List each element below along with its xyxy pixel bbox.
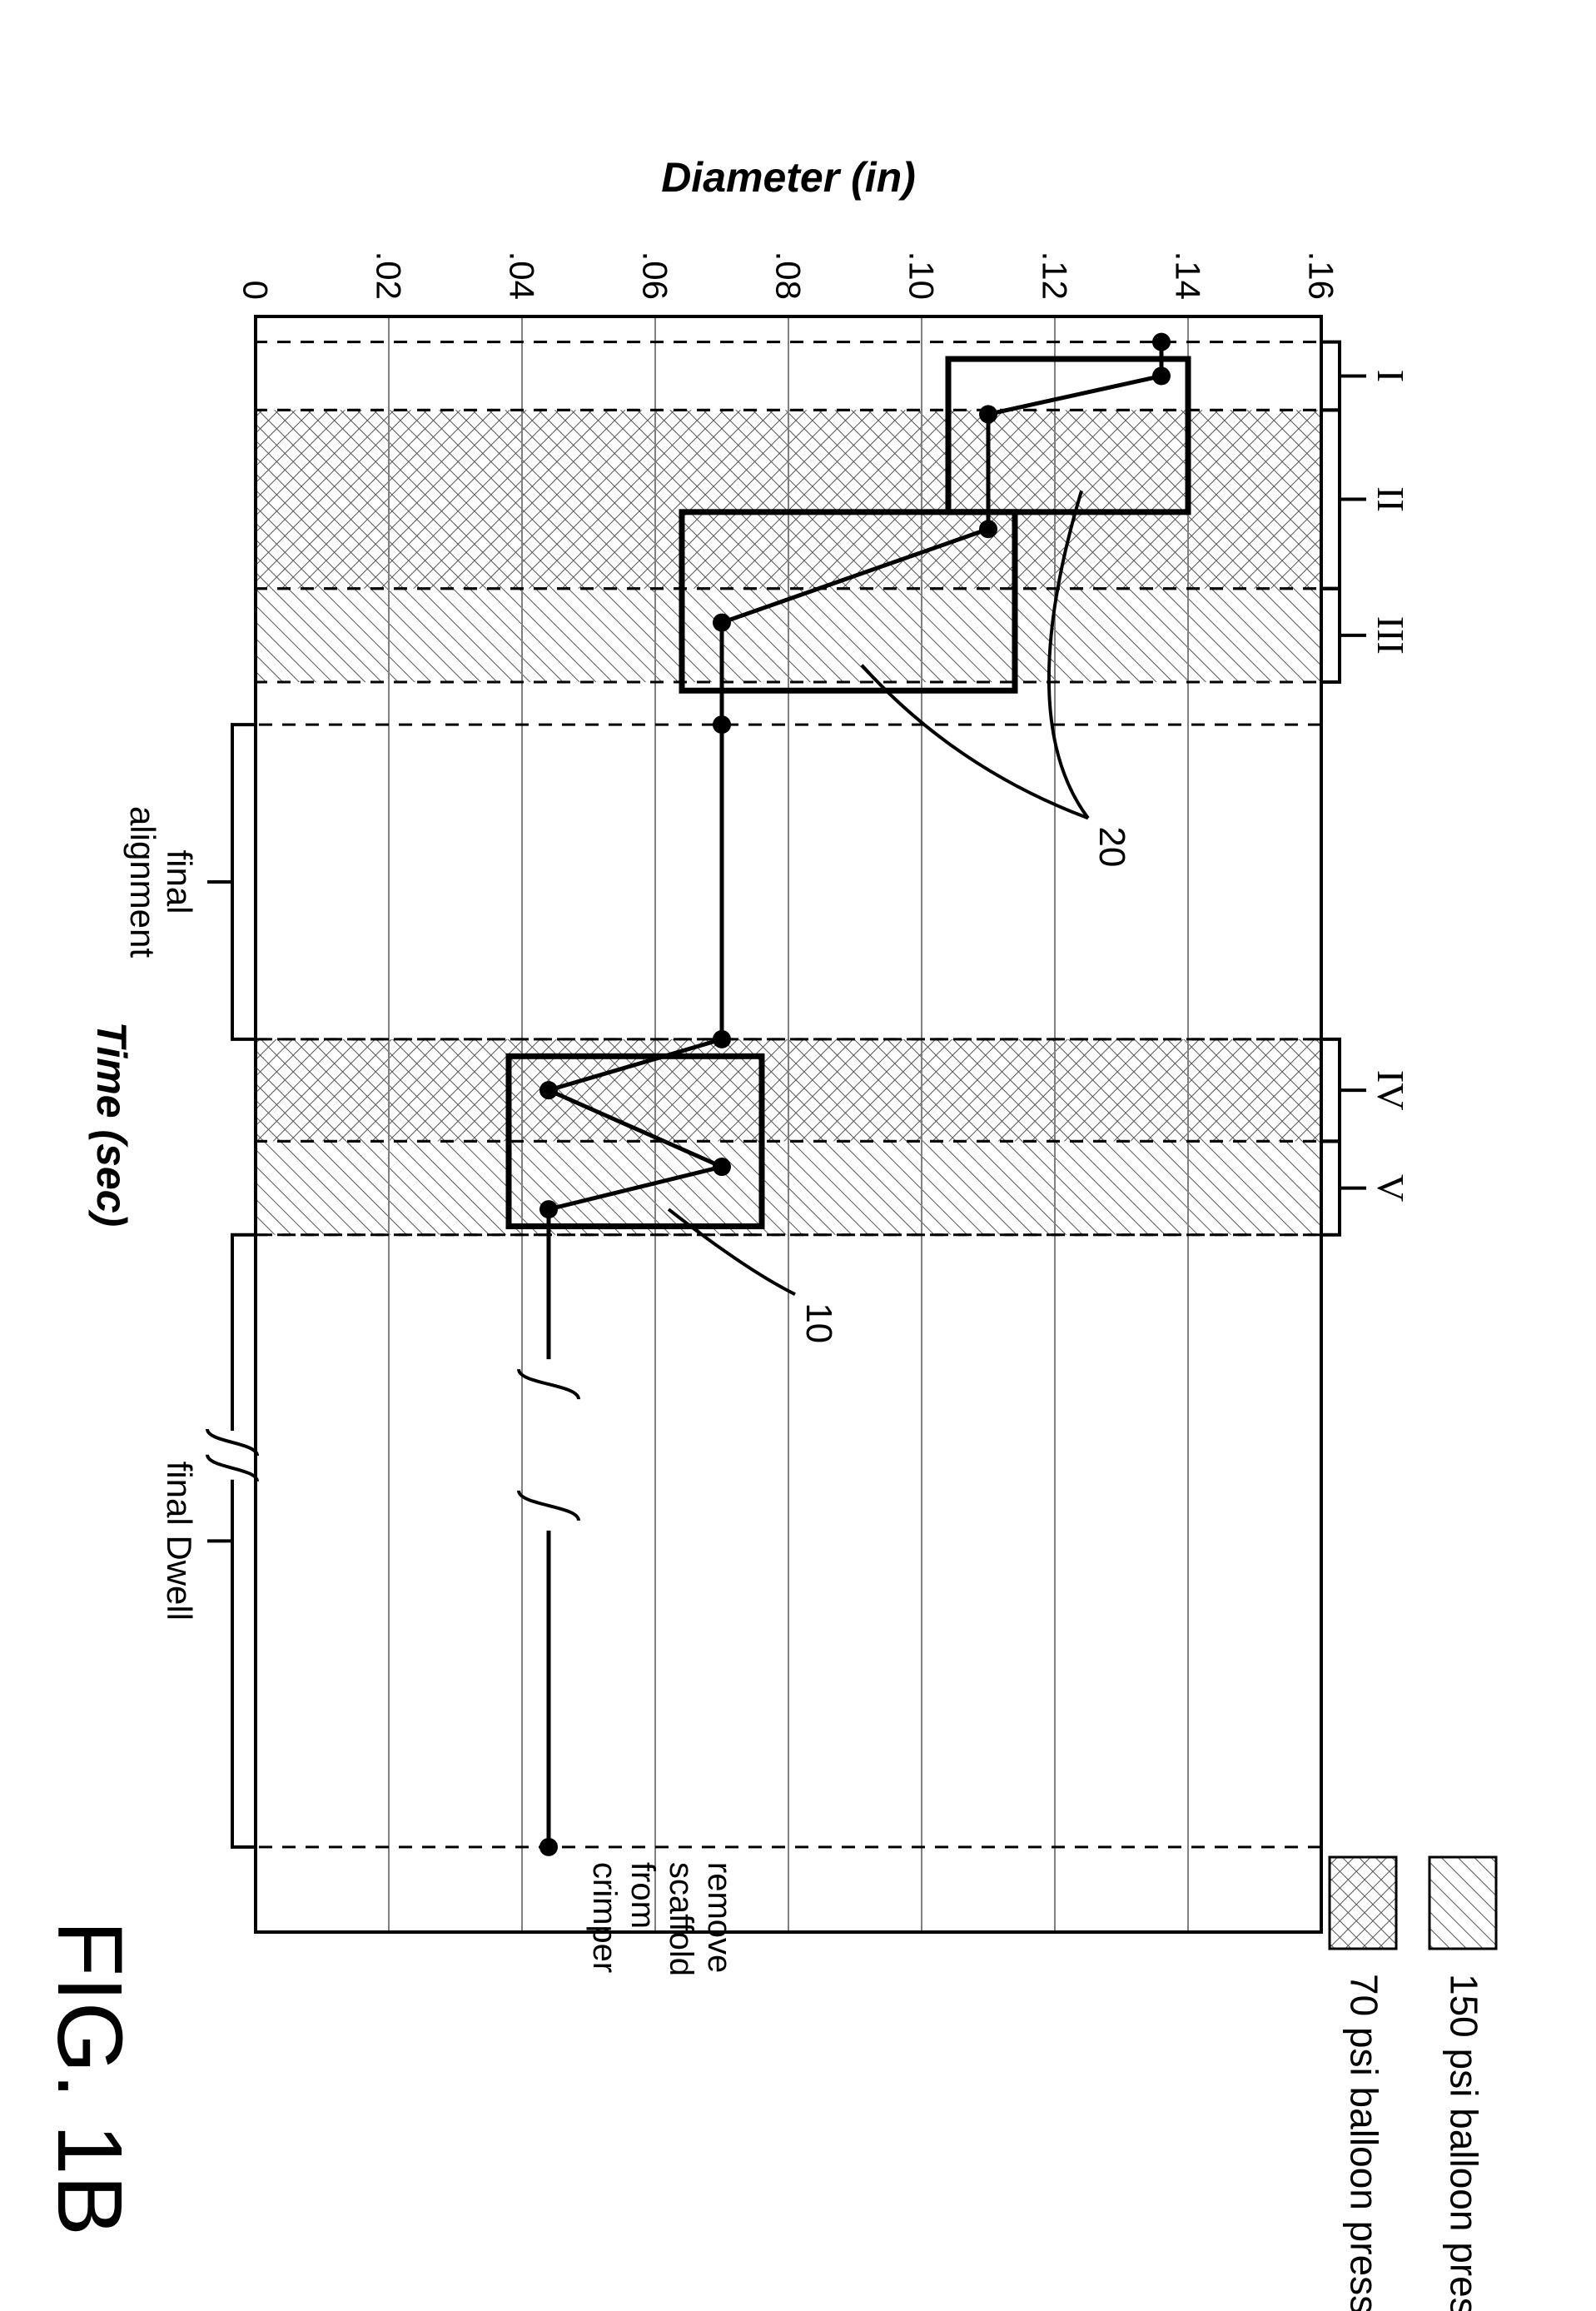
legend-label: 150 psi balloon pressure	[1443, 1974, 1486, 2311]
stage-label-V: V	[1370, 1174, 1412, 1202]
stage-label-II: II	[1370, 486, 1412, 512]
data-marker	[1152, 366, 1171, 385]
stage-bracket-II	[1321, 410, 1366, 588]
series-break-mark	[519, 1491, 579, 1521]
data-marker	[713, 614, 731, 632]
page: 0.02.04.06.08.10.12.14.16 IIIIIIIVV fina…	[0, 0, 1596, 2311]
end-annotation-line: from	[624, 1862, 661, 1929]
callout-label-10: 10	[798, 1302, 839, 1343]
callout-label-20: 20	[1091, 826, 1132, 867]
stage-label-IV: IV	[1370, 1070, 1412, 1111]
bottom-bracket-final-dwell	[207, 1235, 256, 1847]
y-tick-label: .06	[635, 252, 674, 300]
stage-label-I: I	[1370, 370, 1412, 382]
y-tick-label: .08	[768, 252, 808, 300]
legend-swatch	[1330, 1857, 1396, 1949]
y-tick-label: .14	[1168, 252, 1207, 300]
figure: 0.02.04.06.08.10.12.14.16 IIIIIIIVV fina…	[0, 0, 1596, 2311]
series-break-mark	[519, 1369, 579, 1399]
end-annotation-line: scaffold	[663, 1862, 699, 1976]
stage-bracket-V	[1321, 1141, 1366, 1234]
chart-svg: 0.02.04.06.08.10.12.14.16 IIIIIIIVV fina…	[0, 0, 1596, 2311]
x-axis-label: Time (sec)	[88, 1022, 135, 1227]
y-tick-label: .16	[1301, 252, 1340, 300]
data-marker	[979, 520, 997, 538]
end-annotation-line: crimper	[586, 1862, 623, 1973]
legend-swatch	[1429, 1857, 1496, 1949]
bracket-break-mark	[207, 1429, 257, 1456]
bottom-bracket-label-final-alignment: finalalignment	[123, 806, 199, 958]
bottom-bracket-label-final-dwell: final Dwell	[160, 1462, 199, 1621]
y-tick-label: .04	[502, 252, 541, 300]
y-tick-label: .12	[1035, 252, 1074, 300]
bracket-break-mark	[207, 1455, 257, 1482]
y-tick-label: .02	[369, 252, 408, 300]
data-marker	[713, 1158, 731, 1176]
y-tick-label: .10	[902, 252, 941, 300]
data-marker	[539, 1200, 558, 1218]
y-axis-label: Diameter (in)	[661, 154, 916, 201]
legend: 150 psi balloon pressure 70 psi balloon p…	[1330, 1857, 1496, 2311]
stage-bracket-I	[1321, 342, 1366, 411]
stage-bracket-IV	[1321, 1039, 1366, 1142]
figure-label: FIG. 1B	[38, 1920, 141, 2236]
end-annotation: removescaffoldfromcrimper	[586, 1862, 738, 1976]
stage-bracket-III	[1321, 589, 1366, 682]
rotated-figure-wrapper: 0.02.04.06.08.10.12.14.16 IIIIIIIVV fina…	[0, 0, 1596, 2311]
bottom-bracket-final-alignment	[207, 725, 256, 1039]
stage-label-III: III	[1370, 616, 1412, 655]
y-tick-labels: 0 .02 .04 .06 .08 .10 .12 .14 .16	[236, 252, 1340, 300]
data-marker	[539, 1081, 558, 1099]
legend-label: 70 psi balloon pressure	[1343, 1974, 1386, 2311]
end-annotation-line: remove	[701, 1862, 738, 1973]
y-tick-label: 0	[236, 281, 275, 300]
data-marker	[979, 405, 997, 423]
